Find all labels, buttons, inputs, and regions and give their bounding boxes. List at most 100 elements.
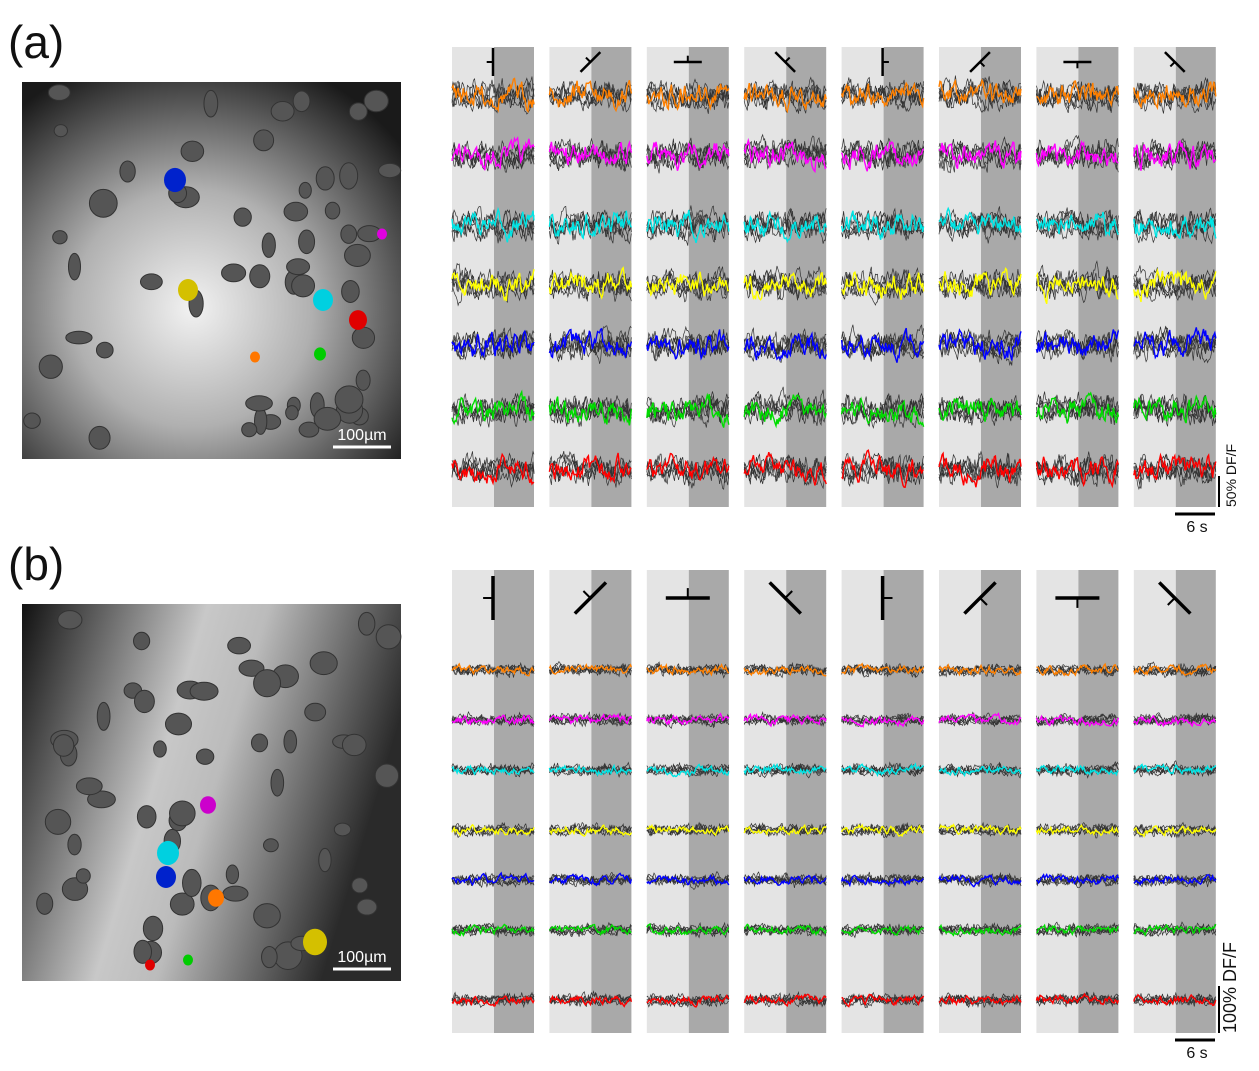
stim-off: [1036, 570, 1078, 1033]
stim-off: [647, 570, 689, 1033]
cell: [376, 625, 401, 649]
cell: [292, 275, 315, 297]
scale-bar-label: 100µm: [337, 427, 386, 444]
cell: [284, 730, 297, 753]
cell: [226, 865, 238, 884]
cell: [48, 85, 70, 101]
cell: [53, 231, 67, 244]
cell: [53, 735, 73, 757]
cell: [342, 734, 366, 755]
cell: [264, 839, 279, 852]
stim-on: [1078, 47, 1118, 507]
cell: [310, 652, 337, 675]
cell: [358, 612, 374, 635]
cell: [228, 637, 251, 654]
cell: [143, 916, 162, 940]
cell: [58, 611, 82, 629]
cell: [293, 91, 310, 112]
cell: [340, 163, 358, 189]
cell: [254, 130, 274, 151]
stim-off: [452, 570, 494, 1033]
cell: [222, 264, 246, 282]
cell: [251, 734, 267, 752]
cell: [341, 225, 357, 243]
cell: [181, 141, 204, 161]
micrograph: [22, 604, 401, 981]
labeled-cell: [156, 866, 176, 888]
cell: [96, 342, 113, 358]
stim-off: [1134, 570, 1176, 1033]
cell: [305, 703, 326, 721]
stim-off: [744, 570, 786, 1033]
cell: [375, 764, 398, 787]
cell: [286, 406, 299, 420]
cell: [345, 244, 371, 266]
labeled-cell: [157, 841, 179, 865]
cell: [89, 189, 117, 217]
figure: (a) 100µm 50% DF/F 6 s (b) 100µm 100% DF/F 6 s: [0, 0, 1259, 1071]
cell: [204, 90, 218, 117]
labeled-cell: [314, 347, 326, 360]
amplitude-bar-label: 50% DF/F: [1223, 444, 1239, 507]
cell: [364, 90, 388, 112]
cell: [234, 208, 251, 226]
cell: [262, 233, 275, 257]
cell: [254, 904, 281, 928]
cell: [66, 331, 92, 344]
cell: [262, 946, 278, 967]
stim-on: [494, 570, 534, 1033]
cell: [319, 848, 331, 871]
stim-on: [1176, 570, 1216, 1033]
stim-on: [786, 570, 826, 1033]
cell: [250, 265, 270, 288]
cell: [165, 713, 191, 735]
cell: [45, 809, 70, 834]
cell: [271, 769, 284, 796]
cell: [271, 101, 294, 120]
cell: [134, 690, 154, 712]
cell: [54, 125, 67, 137]
cell: [97, 702, 110, 730]
cell: [196, 749, 213, 764]
labeled-cell: [208, 889, 224, 907]
cell: [342, 281, 360, 303]
cell: [120, 161, 135, 182]
cell: [379, 163, 401, 177]
cell: [137, 806, 156, 828]
cell: [134, 632, 150, 649]
time-bar-label: 6 s: [1186, 1045, 1207, 1062]
cell: [37, 893, 53, 914]
panel-label: (b): [8, 538, 64, 590]
cell: [349, 103, 367, 121]
cell: [284, 202, 308, 221]
labeled-cell: [250, 352, 260, 363]
cell: [76, 869, 90, 883]
panel-label: (a): [8, 16, 64, 68]
cell: [140, 274, 162, 290]
time-bar-label: 6 s: [1186, 519, 1207, 536]
cell: [154, 741, 167, 757]
amplitude-bar-label: 100% DF/F: [1220, 942, 1240, 1033]
cell: [325, 202, 339, 219]
stim-off: [549, 570, 591, 1033]
stim-off: [939, 570, 981, 1033]
cell: [352, 327, 374, 348]
cell: [68, 253, 80, 280]
stim-on: [981, 570, 1021, 1033]
cell: [223, 886, 248, 901]
cell: [299, 182, 311, 198]
scale-bar-label: 100µm: [337, 949, 386, 966]
cell: [190, 682, 218, 700]
cell: [183, 869, 202, 896]
stim-on: [1078, 570, 1118, 1033]
cell: [76, 778, 102, 795]
labeled-cell: [145, 960, 155, 971]
cell: [357, 899, 377, 915]
labeled-cell: [183, 955, 193, 966]
stim-on: [884, 570, 924, 1033]
cell: [299, 230, 315, 254]
stim-off: [842, 570, 884, 1033]
cell: [334, 823, 350, 836]
cell: [246, 396, 273, 411]
cell: [287, 259, 310, 275]
